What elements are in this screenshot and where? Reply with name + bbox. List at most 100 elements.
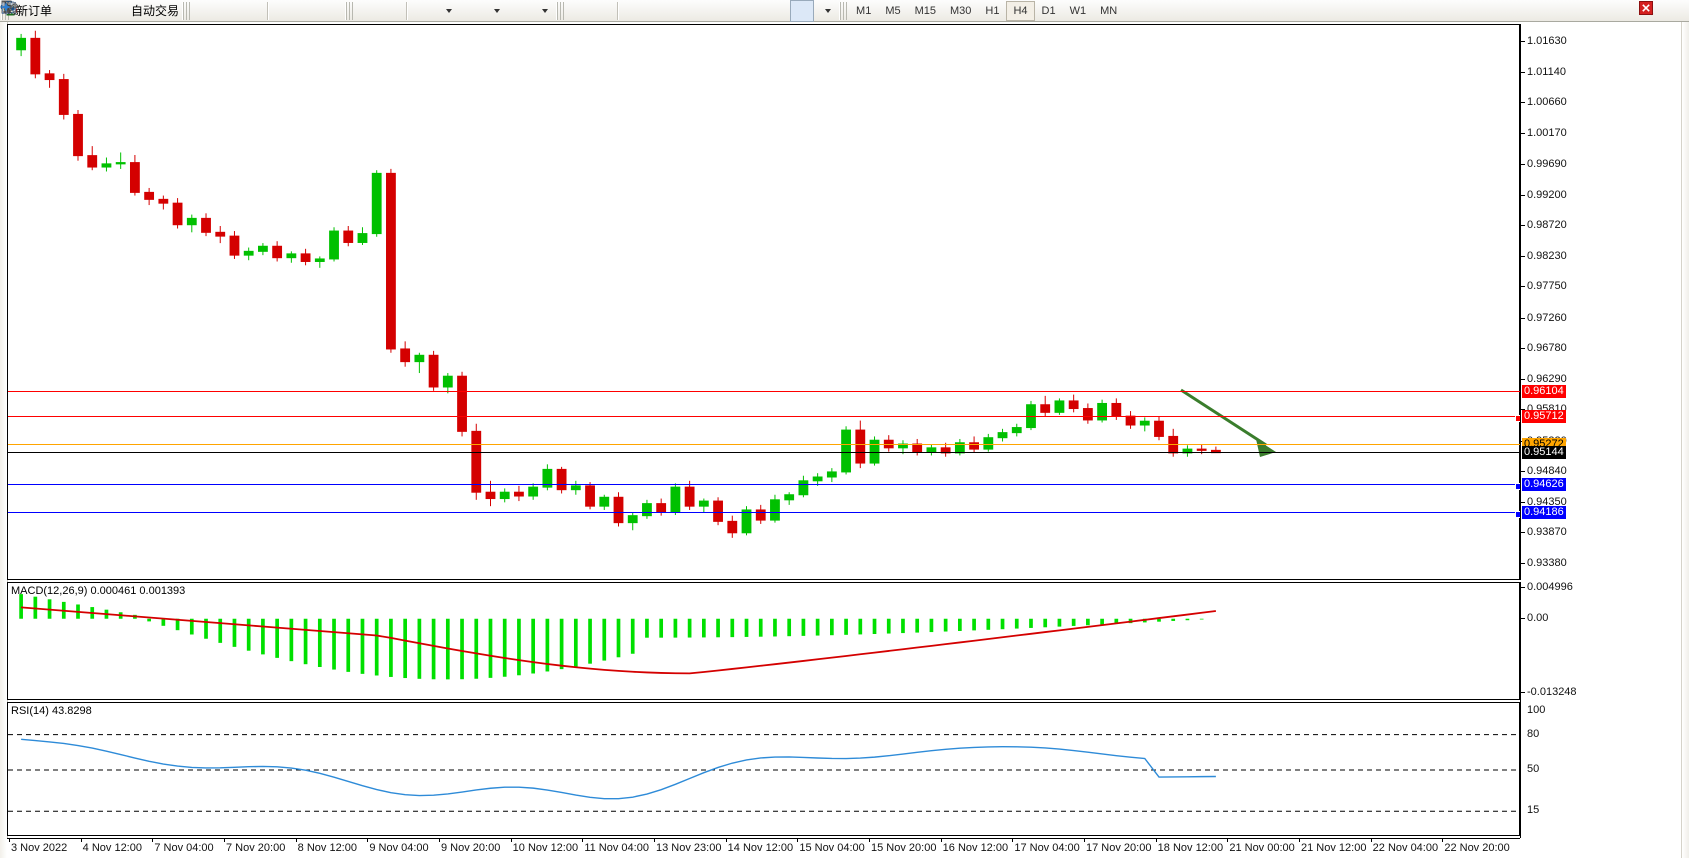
toolbar-separator-1 <box>267 1 270 20</box>
price-tag-resistance-1: 0.96104 <box>1522 384 1566 398</box>
periods-dropdown-icon[interactable] <box>483 1 507 21</box>
timeframe-d1[interactable]: D1 <box>1041 4 1056 17</box>
time-axis-tick <box>80 839 82 842</box>
indicators-icon[interactable] <box>2 1 435 21</box>
price-line-resistance-1[interactable] <box>8 390 1521 392</box>
macd-plot <box>19 594 1216 680</box>
toolbar-grip-3[interactable] <box>345 1 354 20</box>
toolbar-right-group <box>1639 1 1687 21</box>
price-axis-line <box>1520 24 1521 580</box>
expert-advisor-icon[interactable] <box>1 1 78 21</box>
axis-corner <box>1520 838 1680 858</box>
bar-chart-icon[interactable] <box>2 1 216 21</box>
price-tick-label: 0.98230 <box>1527 250 1567 263</box>
candlestick-chart-icon[interactable] <box>2 1 240 21</box>
time-axis-label: 22 Nov 20:00 <box>1444 842 1510 854</box>
cursor-icon[interactable] <box>4 1 590 21</box>
price-line-handle[interactable] <box>1515 483 1522 491</box>
zoom-out-icon[interactable] <box>2 1 320 21</box>
time-axis-tick <box>1227 839 1229 842</box>
timeframe-m15[interactable]: M15 <box>914 4 936 17</box>
line-chart-icon[interactable] <box>2 1 264 21</box>
signals-icon[interactable] <box>2 1 126 21</box>
toolbar-separator-2 <box>406 1 409 20</box>
time-axis-label: 7 Nov 04:00 <box>154 842 214 854</box>
price-tick-mark <box>1521 163 1525 165</box>
price-line-resistance-2[interactable] <box>8 414 1522 422</box>
trendline-icon[interactable] <box>3 1 694 21</box>
crosshair-icon[interactable] <box>3 1 614 21</box>
time-axis-tick <box>295 839 297 842</box>
price-tick-label: 0.99200 <box>1527 188 1567 201</box>
rsi-axis-line <box>1520 702 1521 838</box>
timeframe-m30[interactable]: M30 <box>950 4 972 17</box>
chart-window: USDCHF-,H4 0.95216 0.95244 0.95139 0.951… <box>0 22 1689 859</box>
new-order-label: 新订单 <box>16 4 53 18</box>
price-tick-mark <box>1521 501 1525 503</box>
price-line-support-1[interactable] <box>8 483 1522 491</box>
indicators-dropdown-icon[interactable] <box>435 1 459 21</box>
macd-label: MACD(12,26,9) 0.000461 0.001393 <box>11 585 186 597</box>
time-axis-label: 3 Nov 2022 <box>11 842 68 854</box>
time-axis-label: 7 Nov 20:00 <box>226 842 286 854</box>
vertical-line-icon[interactable] <box>7 1 646 21</box>
horizontal-line-icon[interactable] <box>3 1 670 21</box>
price-line-pivot[interactable] <box>8 443 1521 445</box>
macd-tick-mark <box>1521 692 1525 693</box>
close-window-button[interactable] <box>1639 1 1687 21</box>
autotrading-button[interactable]: 自动交易 <box>0 1 181 21</box>
macd-tick-mark <box>1521 617 1525 619</box>
price-scale[interactable]: 1.01630 1.01140 1.00660 1.00170 0.99690 0.992… <box>1520 24 1680 838</box>
time-axis-label: 8 Nov 12:00 <box>297 842 357 854</box>
toolbar-grip-5[interactable] <box>839 1 848 20</box>
chart-shift-icon[interactable] <box>3 1 403 21</box>
price-tick-mark <box>1521 286 1525 288</box>
time-axis-label: 15 Nov 20:00 <box>871 842 937 854</box>
auto-scroll-icon[interactable] <box>3 1 379 21</box>
time-axis-tick <box>869 839 870 842</box>
text-label-icon[interactable]: T <box>2 1 790 21</box>
svg-text:E: E <box>14 11 18 16</box>
periods-icon[interactable] <box>2 1 483 21</box>
price-tick-mark <box>1521 317 1525 319</box>
fibonacci-icon[interactable]: F <box>3 1 742 21</box>
templates-icon[interactable] <box>2 1 531 21</box>
timeframe-m5[interactable]: M5 <box>885 4 901 17</box>
timeframe-mn[interactable]: MN <box>1100 4 1118 17</box>
timeframe-h1[interactable]: H1 <box>985 4 1000 17</box>
price-tick-mark <box>1521 256 1525 258</box>
price-line-handle[interactable] <box>1515 414 1522 422</box>
price-tick-mark <box>1521 71 1525 73</box>
price-line-last-price[interactable] <box>8 451 1521 453</box>
time-axis-tick <box>940 839 942 842</box>
price-panel[interactable] <box>7 24 1522 580</box>
toolbar-grip-2[interactable] <box>182 1 191 20</box>
price-line-support-2[interactable] <box>8 511 1522 519</box>
macd-panel[interactable]: MACD(12,26,9) 0.000461 0.001393 <box>7 582 1520 700</box>
svg-text:T: T <box>5 4 11 15</box>
objects-icon[interactable] <box>1 0 815 22</box>
objects-dropdown-icon[interactable] <box>814 1 838 21</box>
price-tag-resistance-2: 0.95712 <box>1522 409 1566 423</box>
timeframe-h4[interactable]: H4 <box>1006 0 1035 21</box>
time-axis-label: 4 Nov 12:00 <box>82 842 142 854</box>
equidistant-channel-icon[interactable]: E <box>2 1 718 21</box>
macd-tick-mark <box>1521 587 1525 588</box>
price-tick-label: 0.93380 <box>1527 557 1567 570</box>
timeframe-w1[interactable]: W1 <box>1069 4 1087 17</box>
templates-dropdown-icon[interactable] <box>531 1 555 21</box>
timeframe-m1[interactable]: M1 <box>856 4 872 17</box>
time-axis-label: 21 Nov 12:00 <box>1301 842 1367 854</box>
text-icon[interactable]: A <box>3 1 766 21</box>
zoom-in-icon[interactable] <box>2 1 296 21</box>
price-tick-mark <box>1521 563 1525 565</box>
toolbar-grip-4[interactable] <box>556 1 565 20</box>
rsi-panel[interactable]: RSI(14) 43.8298 <box>7 702 1520 836</box>
macd-tick-label: 0.00 <box>1527 611 1549 624</box>
svg-text:A: A <box>3 2 12 16</box>
time-axis[interactable]: 3 Nov 2022 4 Nov 12:00 7 Nov 04:00 7 Nov 20… <box>7 838 1520 859</box>
price-line-handle[interactable] <box>1515 511 1522 519</box>
strategy-tester-icon[interactable] <box>2 1 102 21</box>
data-window-icon[interactable] <box>2 1 344 21</box>
price-tick-mark <box>1521 194 1525 196</box>
